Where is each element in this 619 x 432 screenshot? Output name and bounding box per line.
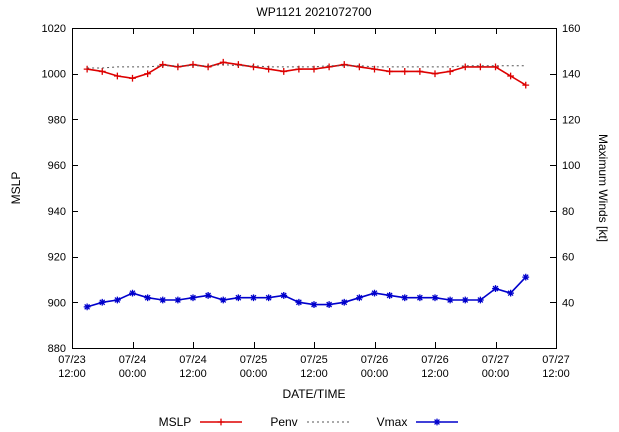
x-tick-label-date: 07/24 [179, 354, 207, 366]
y-tick-label-left: 980 [48, 114, 66, 126]
legend-label-mslp: MSLP [158, 415, 192, 429]
x-tick-label-time: 00:00 [240, 368, 268, 380]
x-tick-label-time: 12:00 [421, 368, 449, 380]
x-tick-label-time: 12:00 [542, 368, 570, 380]
x-tick-label-date: 07/27 [482, 354, 510, 366]
y-tick-label-left: 900 [48, 297, 66, 309]
x-tick-label-date: 07/26 [361, 354, 389, 366]
y-tick-label-right: 60 [562, 252, 574, 264]
x-tick-label-date: 07/23 [58, 354, 86, 366]
mslp-markers [83, 58, 530, 89]
x-tick-label-time: 12:00 [58, 368, 86, 380]
mslp-series [86, 61, 527, 86]
y-tick-label-right: 140 [562, 69, 580, 81]
legend-item-penv: Penv [270, 415, 350, 429]
x-tick-label-date: 07/27 [542, 354, 570, 366]
x-tick-label-time: 00:00 [119, 368, 147, 380]
y-tick-label-left: 880 [48, 343, 66, 355]
x-tick-label-time: 00:00 [361, 368, 389, 380]
legend-item-vmax: Vmax [377, 415, 461, 429]
y-tick-label-left: 960 [48, 160, 66, 172]
legend-sample-marker [433, 418, 441, 426]
x-tick-label-time: 12:00 [179, 368, 207, 380]
x-axis-label: DATE/TIME [282, 387, 346, 401]
x-tick-label-date: 07/25 [240, 354, 268, 366]
vmax-series [86, 276, 527, 308]
legend-label-penv: Penv [270, 415, 298, 429]
x-tick-label-time: 00:00 [482, 368, 510, 380]
legend-label-vmax: Vmax [376, 415, 408, 429]
y-tick-label-right: 80 [562, 206, 574, 218]
y-tick-label-left: 920 [48, 252, 66, 264]
legend: MSLP Penv Vmax [0, 415, 619, 429]
y-tick-label-left: 940 [48, 206, 66, 218]
legend-sample-mslp [200, 418, 243, 426]
chart-title: WP1121 2021072700 [256, 5, 372, 19]
y-tick-label-right: 160 [562, 23, 580, 35]
vmax-markers [83, 273, 530, 311]
y-tick-label-right: 120 [562, 114, 580, 126]
legend-sample-marker [217, 418, 225, 426]
x-tick-label-date: 07/25 [300, 354, 328, 366]
x-tick-label-time: 12:00 [300, 368, 328, 380]
plot-frame [72, 28, 557, 349]
y-tick-label-right: 40 [562, 297, 574, 309]
legend-sample-vmax [416, 418, 459, 426]
penv-series [87, 64, 526, 69]
x-tick-label-date: 07/24 [119, 354, 147, 366]
legend-sample-penv [306, 421, 349, 423]
y-tick-label-right: 100 [562, 160, 580, 172]
y-tick-label-left: 1000 [42, 69, 66, 81]
y-tick-label-left: 1020 [42, 23, 66, 35]
x-tick-label-date: 07/26 [421, 354, 449, 366]
legend-item-mslp: MSLP [159, 415, 245, 429]
